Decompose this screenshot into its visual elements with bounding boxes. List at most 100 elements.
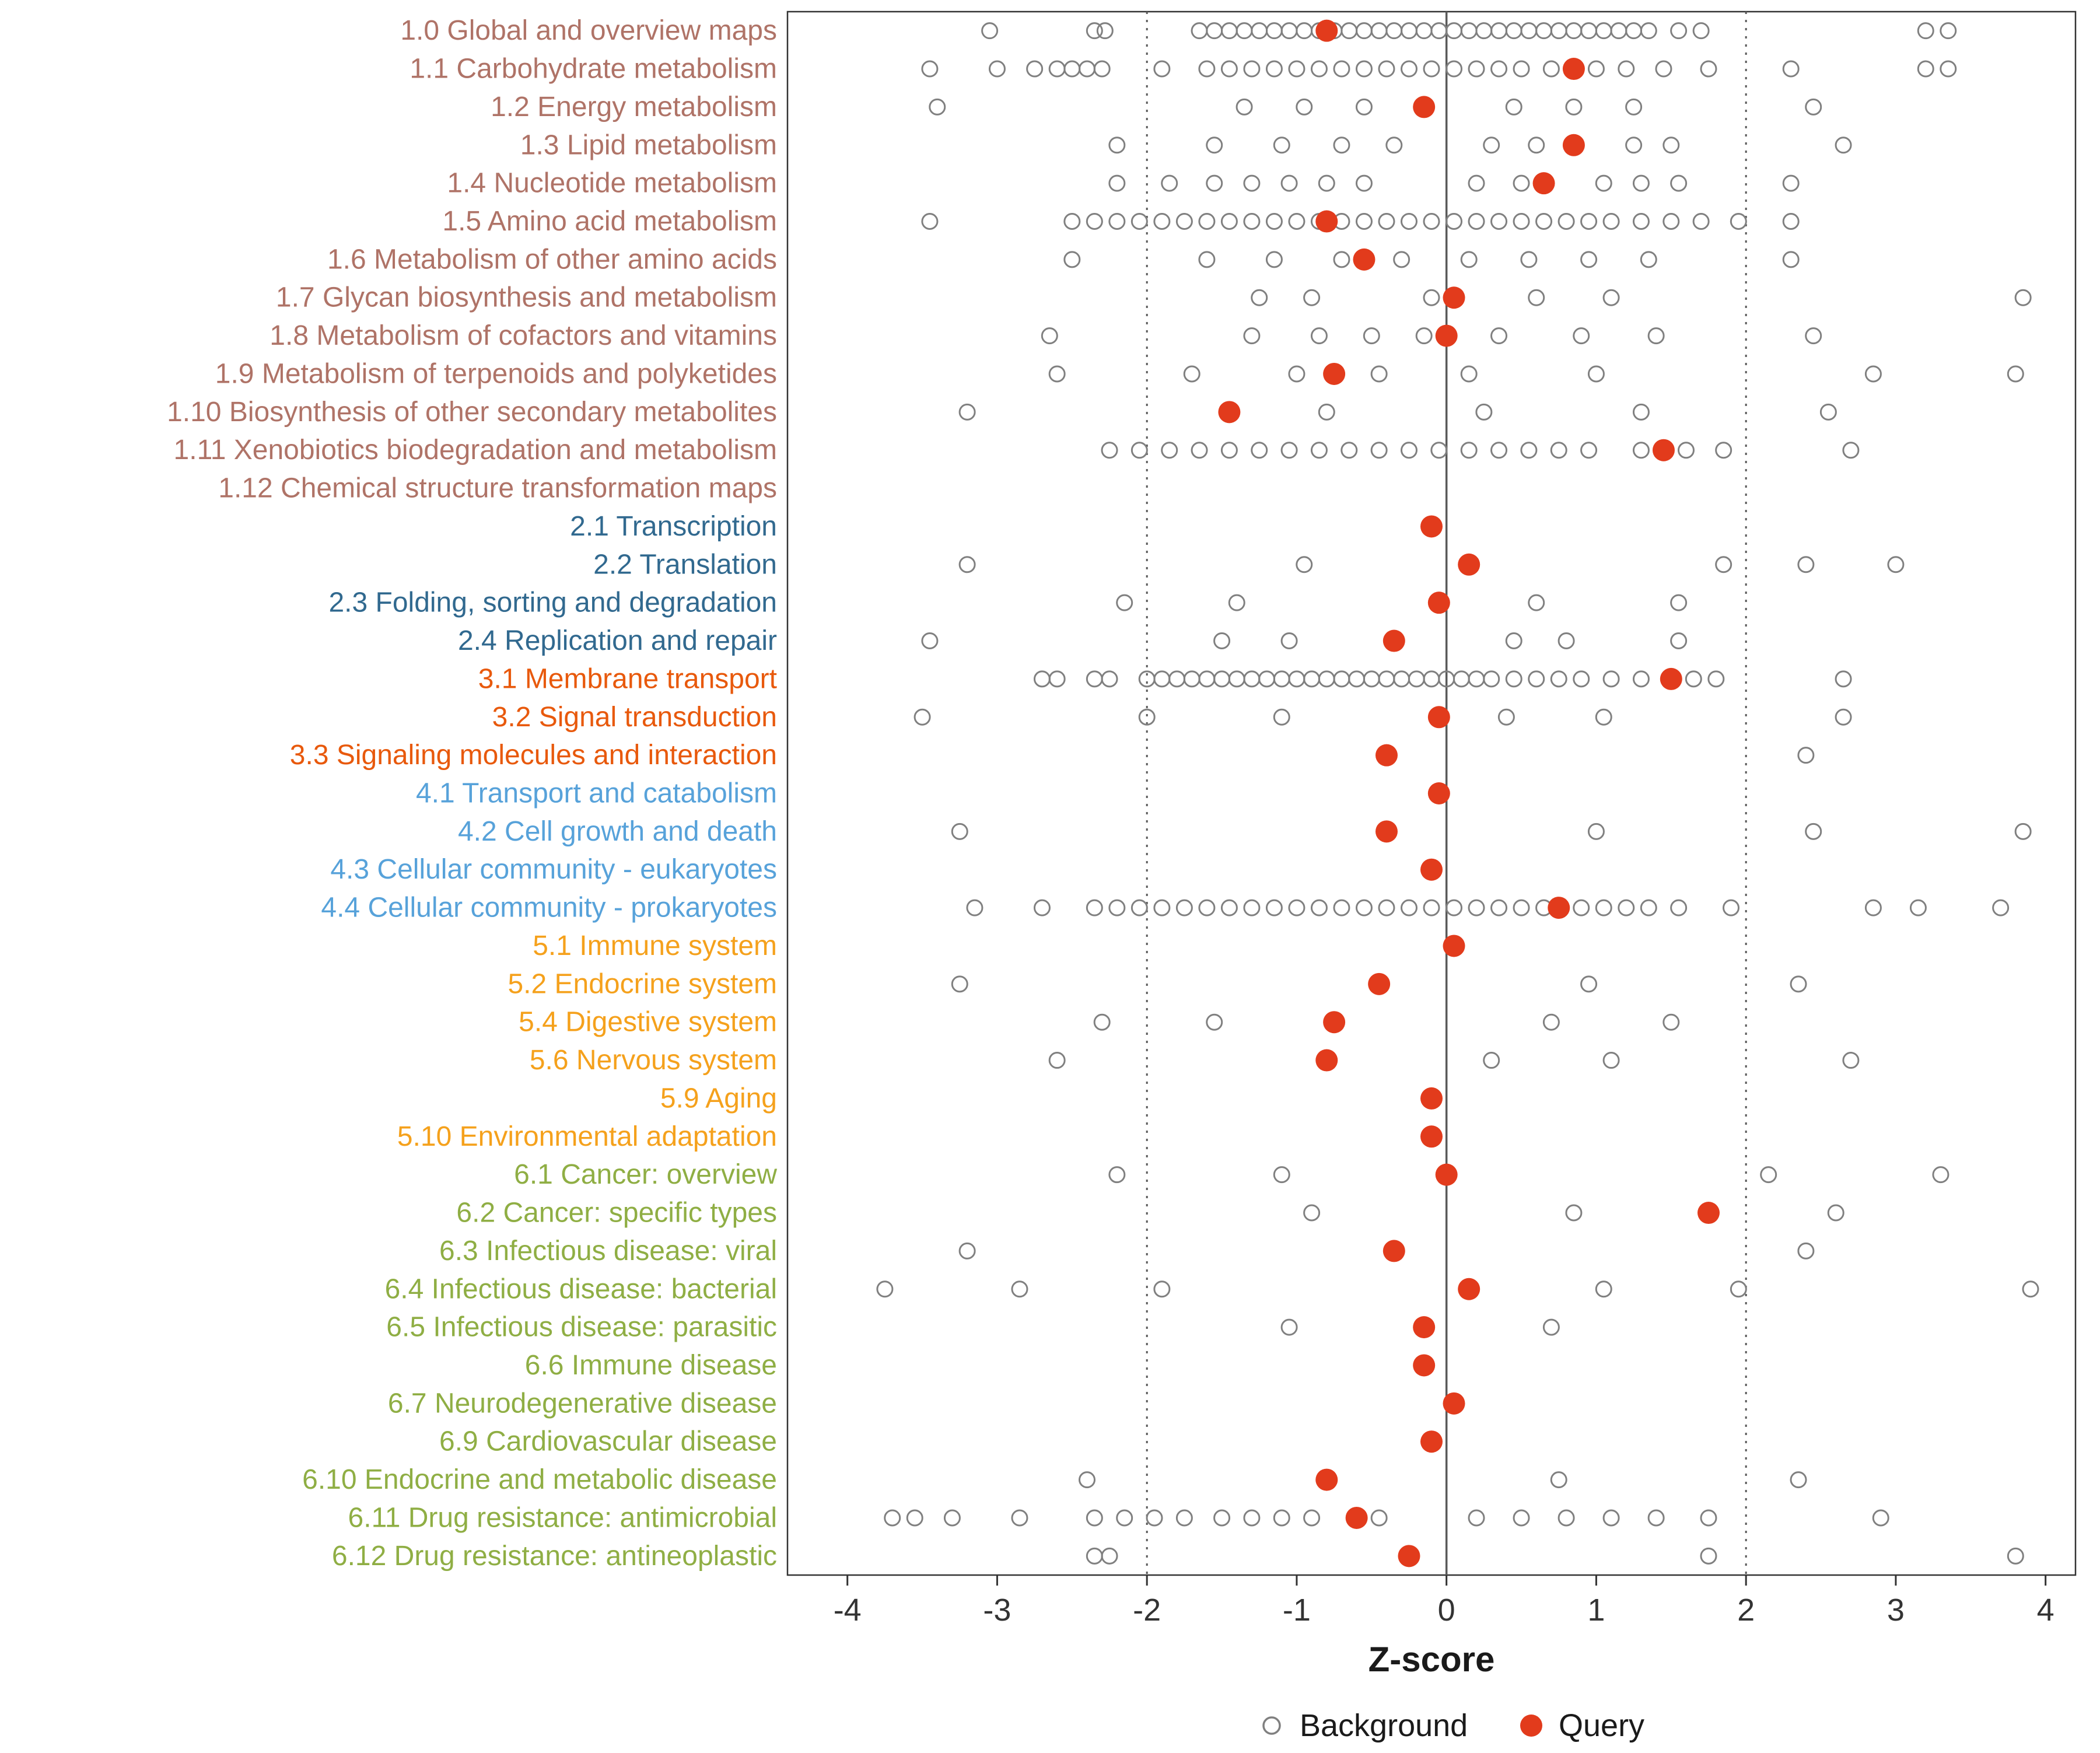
background-point <box>1108 174 1126 192</box>
background-point <box>1887 556 1905 573</box>
background-point <box>1423 60 1440 78</box>
background-point <box>1655 60 1672 78</box>
background-point <box>1415 327 1433 345</box>
background-point <box>1505 98 1522 116</box>
background-point <box>1513 60 1530 78</box>
background-point <box>1243 899 1261 916</box>
background-point <box>1835 708 1852 726</box>
query-point <box>1532 172 1555 195</box>
background-point <box>1707 670 1725 688</box>
background-point <box>1520 251 1538 268</box>
background-point <box>1513 174 1530 192</box>
query-point <box>1413 1354 1436 1377</box>
category-label: 6.11 Drug resistance: antimicrobial <box>348 1502 777 1533</box>
background-point <box>1220 442 1238 459</box>
background-point <box>1490 60 1508 78</box>
background-point <box>1393 251 1410 268</box>
query-point <box>1562 58 1585 81</box>
background-point <box>1468 60 1485 78</box>
background-point <box>1677 442 1695 459</box>
category-label: 5.1 Immune system <box>533 930 777 961</box>
background-point <box>1797 1242 1815 1259</box>
background-point <box>1400 213 1418 230</box>
background-point <box>1048 670 1066 688</box>
background-point <box>1303 1204 1321 1222</box>
background-point <box>1618 899 1635 916</box>
background-point <box>1580 975 1598 993</box>
category-label: 4.3 Cellular community - eukaryotes <box>330 854 777 885</box>
background-point <box>1446 60 1463 78</box>
query-point <box>1427 706 1450 729</box>
query-point <box>1660 667 1682 690</box>
query-point <box>1652 439 1675 461</box>
query-point <box>1413 96 1436 118</box>
x-tick-label: -1 <box>1283 1593 1311 1628</box>
background-point <box>1490 442 1508 459</box>
background-point <box>1782 213 1800 230</box>
category-label: 6.6 Immune disease <box>525 1350 777 1381</box>
background-point <box>1130 213 1148 230</box>
background-point <box>1026 60 1044 78</box>
background-point <box>1573 670 1590 688</box>
background-point <box>921 213 939 230</box>
query-point <box>1413 1316 1436 1339</box>
background-point <box>921 632 939 650</box>
x-tick-label: -3 <box>983 1593 1011 1628</box>
background-point <box>1191 442 1208 459</box>
background-point <box>1310 442 1328 459</box>
background-point <box>1423 213 1440 230</box>
background-point <box>1797 556 1815 573</box>
x-tick-label: -4 <box>834 1593 862 1628</box>
background-point <box>1528 594 1545 611</box>
x-tick-label: 2 <box>1737 1593 1755 1628</box>
background-point <box>1842 442 1860 459</box>
background-point <box>1542 1318 1560 1336</box>
background-point <box>951 823 968 840</box>
background-point <box>1670 22 1688 40</box>
query-point <box>1323 362 1346 385</box>
background-point <box>1602 213 1620 230</box>
background-point <box>1288 60 1306 78</box>
query-point <box>1435 324 1458 347</box>
background-point <box>966 899 984 916</box>
category-label: 5.10 Environmental adaptation <box>397 1121 777 1152</box>
background-point <box>1722 899 1740 916</box>
query-point <box>1353 248 1376 271</box>
background-point <box>1528 670 1545 688</box>
background-point <box>1198 251 1216 268</box>
background-point <box>914 708 931 726</box>
legend-background-icon <box>1262 1716 1281 1735</box>
background-point <box>943 1509 961 1527</box>
query-point <box>1323 1011 1346 1034</box>
background-point <box>1108 899 1126 916</box>
category-label: 1.1 Carbohydrate metabolism <box>410 54 777 85</box>
background-point <box>1542 60 1560 78</box>
category-label: 5.4 Digestive system <box>519 1007 777 1038</box>
background-point <box>929 98 946 116</box>
background-point <box>1265 213 1283 230</box>
background-point <box>1370 1509 1388 1527</box>
background-point <box>1909 899 1927 916</box>
background-point <box>1602 289 1620 306</box>
background-point <box>1565 98 1583 116</box>
background-point <box>1505 632 1522 650</box>
background-point <box>1288 899 1306 916</box>
background-point <box>1198 60 1216 78</box>
background-point <box>2014 289 2032 306</box>
background-point <box>1101 670 1118 688</box>
background-point <box>1086 213 1103 230</box>
category-label: 5.9 Aging <box>660 1083 777 1114</box>
background-point <box>1296 98 1313 116</box>
background-point <box>1273 137 1290 154</box>
background-point <box>2014 823 2032 840</box>
background-point <box>1647 1509 1665 1527</box>
background-point <box>1558 1509 1575 1527</box>
background-point <box>1041 327 1058 345</box>
category-label: 2.1 Transcription <box>570 511 777 542</box>
background-point <box>958 403 976 421</box>
background-point <box>1550 442 1567 459</box>
background-point <box>1992 899 2010 916</box>
category-label: 6.3 Infectious disease: viral <box>439 1236 777 1266</box>
query-point <box>1315 1049 1338 1072</box>
